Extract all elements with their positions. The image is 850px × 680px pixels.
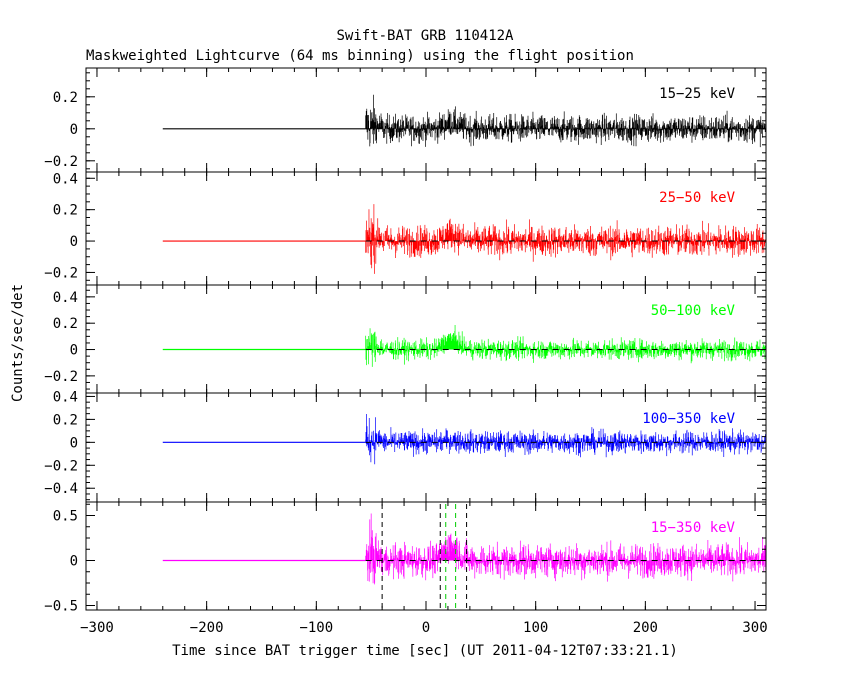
- band-label: 15−25 keV: [659, 86, 735, 102]
- panel-4: −0.4 −0.2 0 0.2 0.4 100−350 keV: [44, 389, 767, 503]
- signal-trace: [365, 325, 766, 367]
- y-tick-label: 0: [70, 122, 78, 138]
- y-tick-label: −0.2: [44, 154, 78, 170]
- y-tick-label: 0: [70, 343, 78, 359]
- y-tick-label: 0.2: [53, 203, 78, 219]
- y-tick-label: −0.2: [44, 369, 78, 385]
- x-axis-label: Time since BAT trigger time [sec] (UT 20…: [172, 643, 678, 659]
- y-tick-label: 0: [70, 435, 78, 451]
- y-tick-label: −0.2: [44, 458, 78, 474]
- y-tick-label: 0.2: [53, 90, 78, 106]
- y-tick-label: −0.5: [44, 599, 78, 615]
- x-tick-label: −200: [190, 620, 224, 636]
- band-label: 50−100 keV: [651, 303, 736, 319]
- y-axis-label: Counts/sec/det: [10, 284, 26, 402]
- x-tick-labels: −300 −200 −100 0 100 200 300: [80, 620, 768, 636]
- y-tick-label: 0.2: [53, 412, 78, 428]
- y-tick-label: 0: [70, 554, 78, 570]
- panel-frame: [85, 501, 767, 611]
- x-tick-label: −100: [299, 620, 333, 636]
- x-tick-label: 100: [523, 620, 548, 636]
- y-tick-label: 0: [70, 234, 78, 250]
- panel-frame: [85, 284, 767, 394]
- panels-group: −0.200.2 15−25 keV−0.200.20.425−50 keV−0.…: [44, 67, 767, 615]
- x-tick-label: −300: [80, 620, 114, 636]
- y-tick-label: 0.5: [53, 509, 78, 525]
- chart-subtitle: Maskweighted Lightcurve (64 ms binning) …: [86, 48, 634, 64]
- x-tick-label: 200: [633, 620, 658, 636]
- x-tick-label: 300: [742, 620, 767, 636]
- panel-3: −0.2 0 0.2 0.4 50−100 keV: [44, 284, 767, 394]
- y-tick-label: 0.4: [53, 290, 78, 306]
- panel-frame: [85, 171, 767, 286]
- y-tick-label: 0.4: [53, 389, 78, 405]
- y-tick-label: 0.4: [53, 171, 78, 187]
- y-tick-label: −0.2: [44, 265, 78, 281]
- band-label: 15−350 keV: [651, 520, 736, 536]
- panel-5: −0.5 0 0.5 15−350 keV: [44, 501, 767, 615]
- signal-trace: [365, 513, 766, 585]
- signal-trace: [365, 94, 766, 148]
- band-label: 25−50 keV: [659, 190, 735, 206]
- x-tick-label: 0: [422, 620, 430, 636]
- signal-trace: [365, 204, 766, 274]
- panel-frame: [85, 67, 767, 173]
- band-label: 100−350 keV: [642, 411, 735, 427]
- panel-1: −0.2 0 0.2 15−25 keV: [44, 67, 767, 173]
- panel-2: −0.2 0 0.2 0.4 25−50 keV: [44, 171, 767, 286]
- y-tick-label: 0.2: [53, 316, 78, 332]
- chart-title: Swift-BAT GRB 110412A: [336, 28, 514, 44]
- y-tick-label: −0.4: [44, 481, 78, 497]
